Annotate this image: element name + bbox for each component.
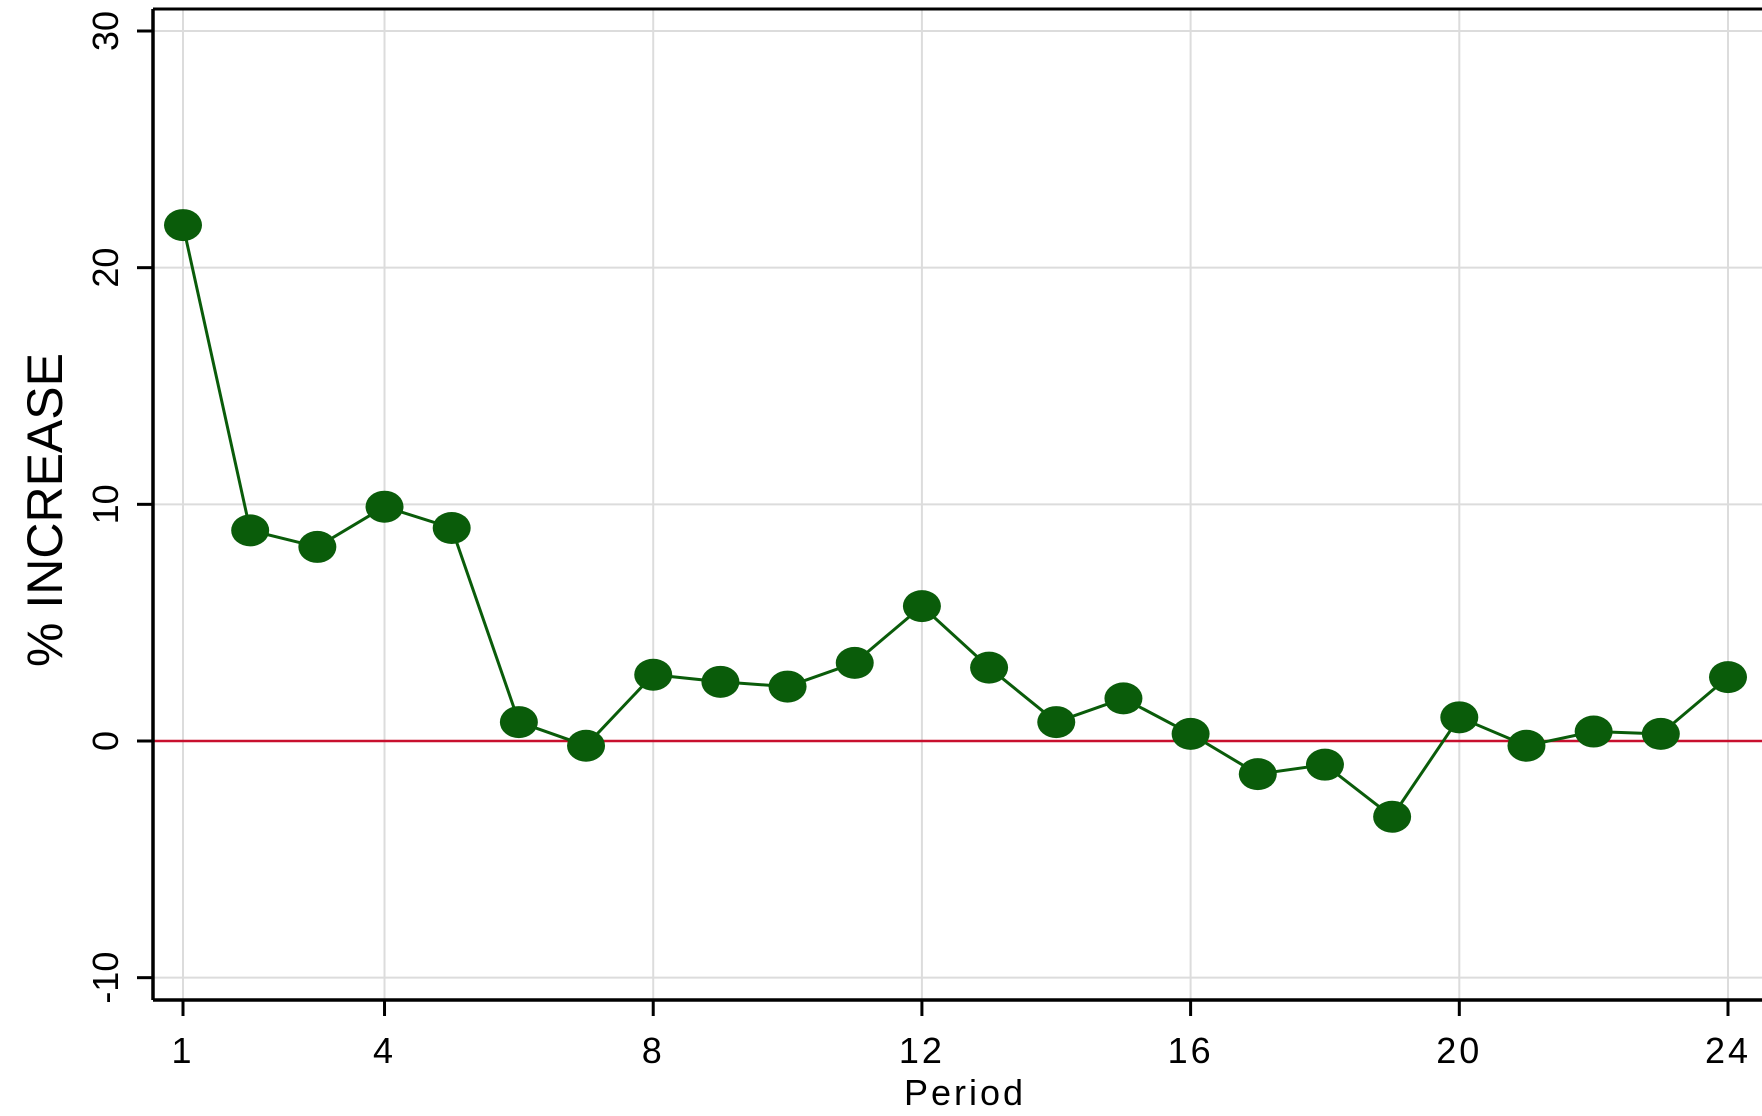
x-tick-label: 16	[1168, 1030, 1214, 1071]
x-axis-title: Period	[904, 1072, 1026, 1111]
data-point-marker	[1037, 706, 1076, 739]
x-tick-label: 24	[1705, 1030, 1751, 1071]
y-axis-title: % INCREASE	[17, 353, 73, 667]
data-point-marker	[1373, 800, 1412, 833]
y-tick-label: 30	[85, 11, 126, 51]
series-line	[181, 224, 1729, 819]
x-tick-label: 8	[642, 1030, 665, 1071]
axes	[137, 7, 1762, 1016]
data-point-marker	[1238, 758, 1277, 791]
data-point-marker	[835, 646, 874, 679]
data-point-marker	[567, 729, 606, 762]
data-point-marker	[1171, 717, 1210, 750]
series-group	[164, 209, 1747, 833]
y-tick-label: 10	[85, 484, 126, 524]
x-tick-label: 12	[899, 1030, 945, 1071]
y-tick-label: 0	[85, 731, 126, 751]
x-tick-label: 20	[1436, 1030, 1482, 1071]
data-point-marker	[768, 670, 807, 703]
data-point-marker	[365, 490, 404, 523]
data-point-marker	[1104, 682, 1143, 715]
x-tick-label: 1	[171, 1030, 194, 1071]
data-point-marker	[1440, 701, 1479, 734]
data-point-marker	[298, 530, 337, 563]
tick-labels: -10 0 10 20 30 1 4 8 12 16 20 24	[85, 11, 1751, 1071]
data-point-marker	[1641, 717, 1680, 750]
y-tick-label: 20	[85, 248, 126, 288]
y-tick-label: -10	[85, 952, 126, 1004]
data-point-marker	[499, 706, 538, 739]
data-point-marker	[1305, 748, 1344, 781]
data-point-marker	[902, 590, 941, 623]
data-point-marker	[432, 512, 471, 544]
data-point-marker	[1709, 661, 1747, 694]
data-point-marker	[164, 209, 202, 242]
data-point-marker	[231, 514, 270, 547]
data-point-marker	[634, 658, 673, 691]
data-point-marker	[970, 651, 1009, 684]
x-tick-label: 4	[373, 1030, 396, 1071]
data-point-marker	[1574, 715, 1613, 748]
data-point-marker	[1507, 729, 1546, 762]
data-point-marker	[701, 665, 740, 698]
